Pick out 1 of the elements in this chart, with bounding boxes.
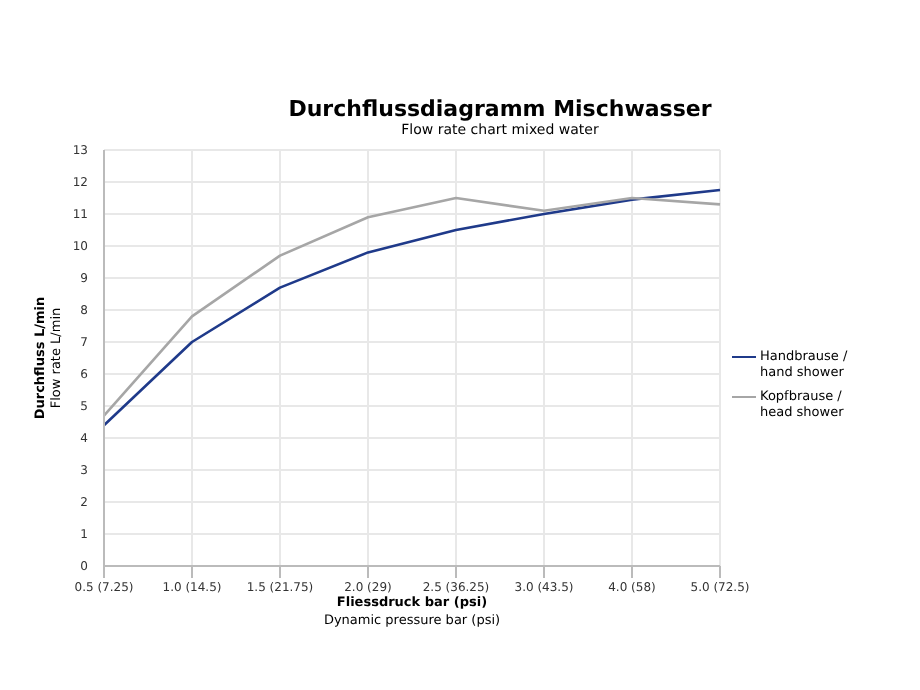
chart-title: Durchflussdiagramm Mischwasser [286, 96, 714, 122]
